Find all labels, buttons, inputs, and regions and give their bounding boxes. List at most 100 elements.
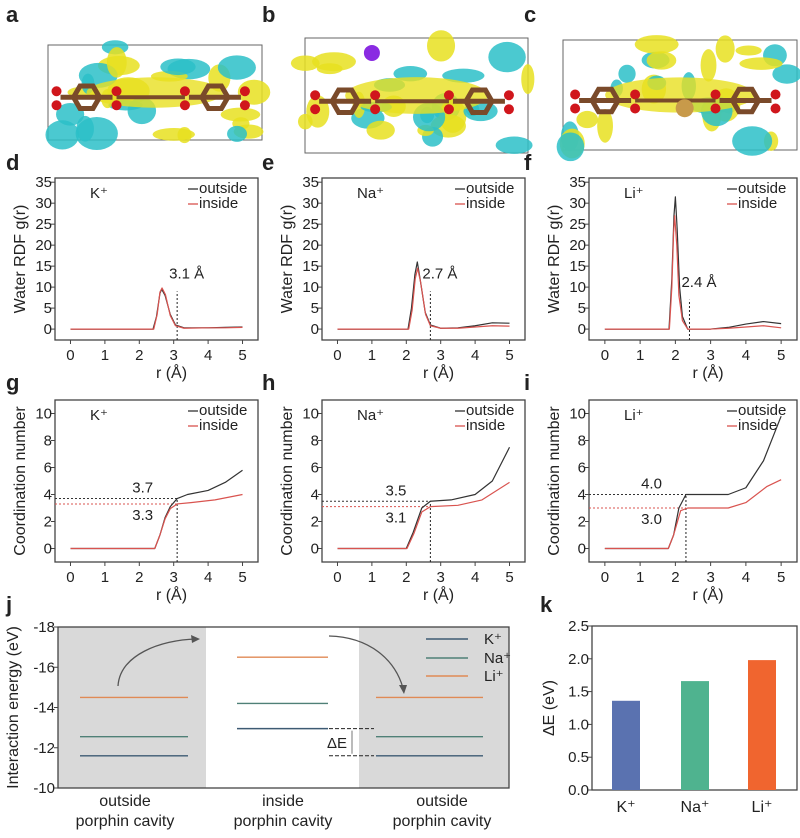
series-line-inside xyxy=(337,267,510,330)
y-axis-title: Water RDF g(r) xyxy=(546,205,563,314)
x-tick-label: 1 xyxy=(636,569,644,586)
isosurface-blob xyxy=(556,132,585,162)
y-tick-label: 2 xyxy=(44,514,52,531)
x-tick-label: 3 xyxy=(706,569,714,586)
x-tick-label: 5 xyxy=(238,569,246,586)
y-axis-title: Coordination number xyxy=(279,406,296,556)
cutoff-label: 2.4 Å xyxy=(681,274,716,291)
oxygen-atom xyxy=(370,90,381,101)
y-tick-label: 25 xyxy=(302,216,319,233)
panel-k: 0.0 0.5 1.0 1.5 2.0 2.5 ΔE (eV) K⁺ Na⁺ Li⁺ xyxy=(541,618,798,816)
y-tick-label: 25 xyxy=(569,216,586,233)
y-tick-label: 0 xyxy=(578,541,586,558)
y-tick-label: 1.0 xyxy=(568,716,589,733)
category-label: outside xyxy=(99,793,151,810)
structure-image-b xyxy=(290,30,535,154)
isosurface-blob xyxy=(618,64,636,83)
oxygen-atom xyxy=(503,104,514,115)
sodium-ion xyxy=(363,44,380,61)
isosurface-blob xyxy=(345,77,488,114)
legend-label-outside: outside xyxy=(466,180,514,197)
cn-value-label: 3.7 xyxy=(132,480,153,497)
isosurface-blob xyxy=(160,58,196,76)
oxygen-atom xyxy=(111,86,122,97)
panel-e: 0 1 2 3 4 5 0 5 10 15 20 25 30 35 r (Å) Water RDF g(r) N… xyxy=(279,174,526,382)
isosurface-blob xyxy=(177,126,192,144)
oxygen-atom xyxy=(710,103,721,114)
isosurface-blob xyxy=(597,109,613,143)
x-tick-label: 5 xyxy=(777,347,785,364)
oxygen-atom xyxy=(179,86,190,97)
category-label: inside xyxy=(262,793,304,810)
legend-label-outside: outside xyxy=(738,180,786,197)
cn-value-label: 3.3 xyxy=(132,507,153,524)
x-tick-label: 4 xyxy=(742,569,750,586)
x-tick-label: 0 xyxy=(333,569,341,586)
y-tick-label: 30 xyxy=(302,195,319,212)
cn-value-label: 3.1 xyxy=(386,510,407,527)
x-tick-label: 3 xyxy=(437,347,445,364)
oxygen-atom xyxy=(770,89,781,100)
panel-i: 0 1 2 3 4 5 0 2 4 6 8 10 r (Å) Coordination number Li⁺… xyxy=(546,399,798,604)
arrowhead xyxy=(399,685,407,694)
y-tick-label: 2 xyxy=(311,514,319,531)
y-tick-label: 0 xyxy=(311,321,319,338)
y-tick-label: 0 xyxy=(44,321,52,338)
ion-label: Li⁺ xyxy=(624,185,644,202)
y-tick-label: -18 xyxy=(33,619,55,636)
plot-frame xyxy=(321,399,526,563)
x-tick-label: 3 xyxy=(706,347,714,364)
isosurface-blob xyxy=(521,64,535,94)
series-line-outside xyxy=(604,415,782,550)
isosurface-blob xyxy=(488,41,526,73)
category-label: outside xyxy=(416,793,468,810)
y-tick-label: 8 xyxy=(311,433,319,450)
y-tick-label: 15 xyxy=(35,258,52,275)
ion-label: Na⁺ xyxy=(357,185,384,202)
x-tick-label: 4 xyxy=(471,347,479,364)
series-line-inside xyxy=(604,215,782,330)
isosurface-blob xyxy=(700,49,717,82)
x-tick-label: 0 xyxy=(66,347,74,364)
y-tick-label: -10 xyxy=(33,780,55,797)
isosurface-blob xyxy=(605,77,755,113)
oxygen-atom xyxy=(570,89,581,100)
isosurface-blob xyxy=(646,51,677,70)
isosurface-blob xyxy=(217,55,256,80)
isosurface-blob xyxy=(715,35,735,63)
x-tick-label: 4 xyxy=(204,569,212,586)
legend-label-inside: inside xyxy=(199,195,238,212)
y-tick-label: 10 xyxy=(35,406,52,423)
bar-2 xyxy=(748,660,776,790)
y-tick-label: 2.0 xyxy=(568,651,589,668)
y-tick-label: 0.5 xyxy=(568,749,589,766)
isosurface-blob xyxy=(227,125,248,142)
y-tick-label: 6 xyxy=(578,460,586,477)
ion-label: K⁺ xyxy=(90,407,108,424)
oxygen-atom xyxy=(770,103,781,114)
panel-label-b: b xyxy=(262,2,275,27)
cn-value-label: 4.0 xyxy=(641,476,662,493)
isosurface-blob xyxy=(739,57,783,70)
y-tick-label: 30 xyxy=(35,195,52,212)
y-tick-label: 20 xyxy=(569,237,586,254)
oxygen-atom xyxy=(179,100,190,111)
y-tick-label: 15 xyxy=(302,258,319,275)
x-tick-label: 1 xyxy=(636,347,644,364)
cn-value-label: 3.5 xyxy=(386,482,407,499)
arrowhead xyxy=(191,635,200,643)
y-tick-label: 2.5 xyxy=(568,618,589,635)
y-tick-label: 25 xyxy=(35,216,52,233)
structure-image-a xyxy=(45,40,271,151)
x-tick-label: 0 xyxy=(66,569,74,586)
panel-h: 0 1 2 3 4 5 0 2 4 6 8 10 r (Å) Coordination number Na⁺… xyxy=(279,399,526,604)
y-axis-title: Coordination number xyxy=(546,406,563,556)
x-tick-label: 2 xyxy=(135,347,143,364)
plot-frame xyxy=(588,399,798,563)
y-axis-title: Water RDF g(r) xyxy=(279,205,296,314)
y-tick-label: 6 xyxy=(44,460,52,477)
ion-label: K⁺ xyxy=(90,185,108,202)
x-tick-label: 4 xyxy=(204,347,212,364)
panel-label-a: a xyxy=(6,2,19,27)
structure-image-c xyxy=(556,35,800,162)
